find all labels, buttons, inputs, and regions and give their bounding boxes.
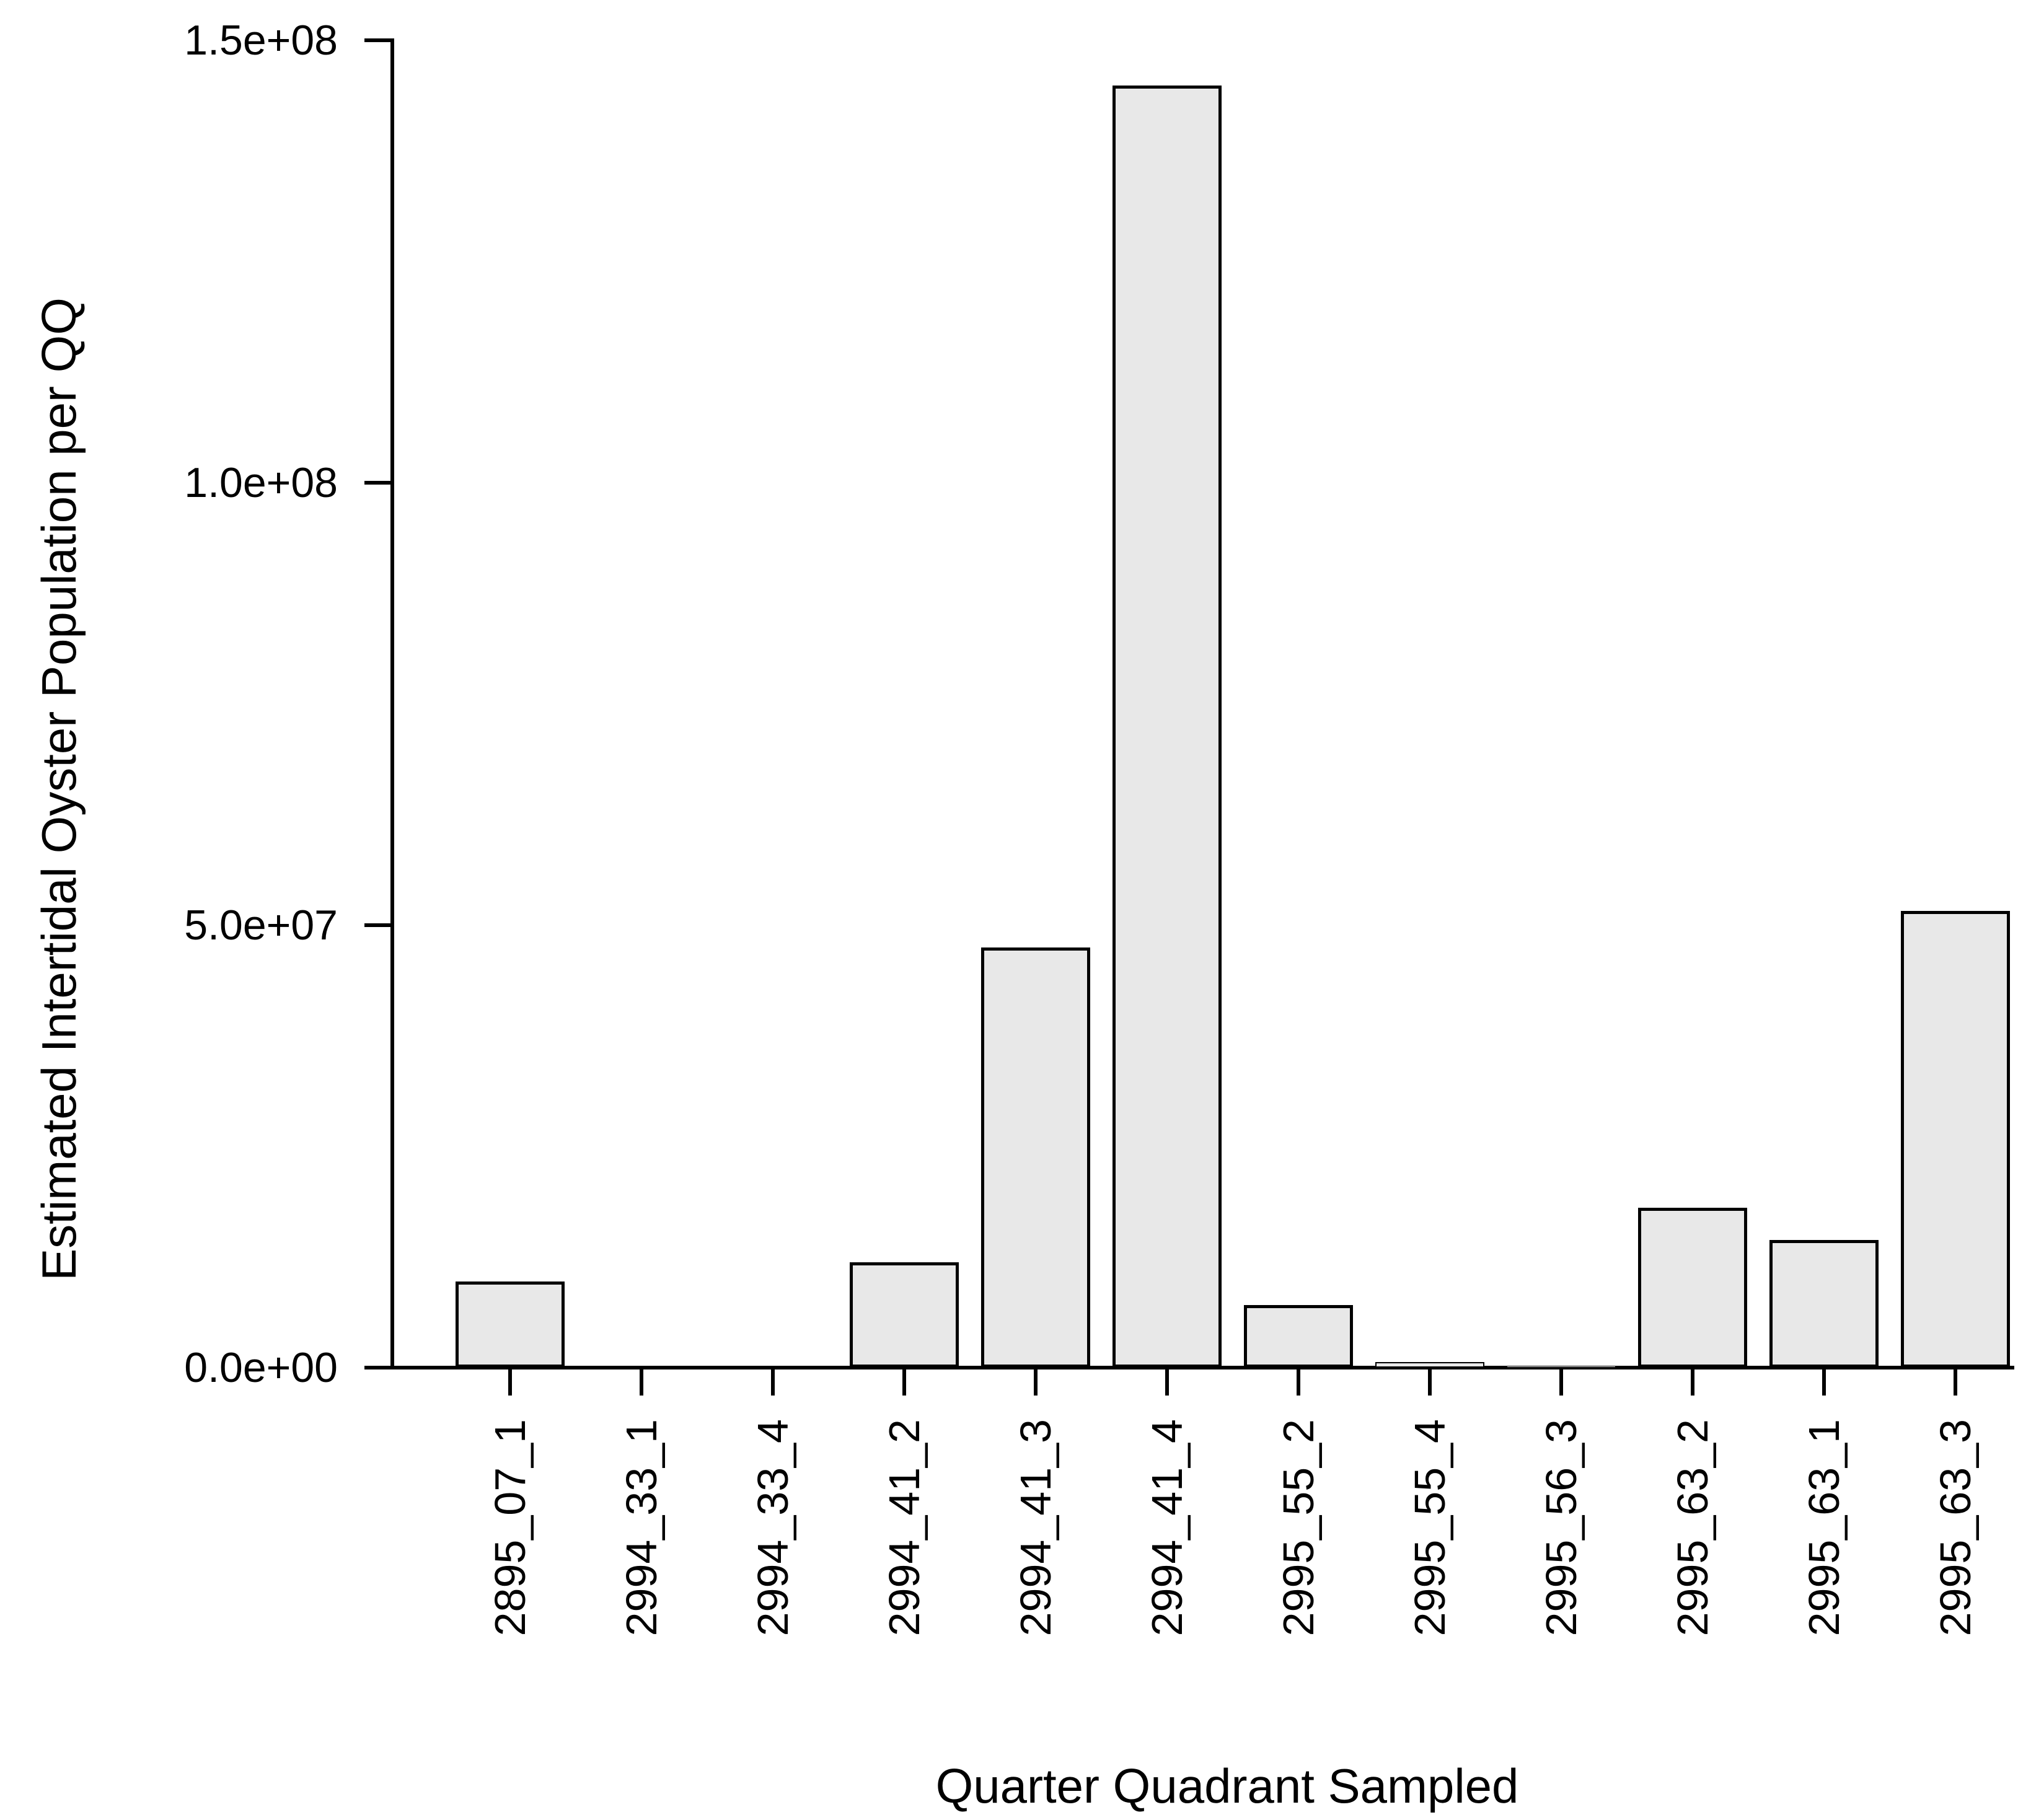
x-tick-label-text: 2994_33_4 <box>749 1419 797 1637</box>
x-axis-tick <box>1428 1368 1432 1396</box>
x-axis-tick <box>1691 1368 1694 1396</box>
x-axis-tick <box>1954 1368 1957 1396</box>
x-tick-label-text: 2995_55_4 <box>1406 1419 1454 1637</box>
x-tick-label-text: 2995_63_3 <box>1931 1419 1980 1637</box>
x-axis-tick <box>1034 1368 1038 1396</box>
x-tick-label-text: 2995_55_2 <box>1274 1419 1323 1637</box>
y-tick-label: 5.0e+07 <box>184 902 338 949</box>
x-tick-label: 2995_55_2 <box>1274 1419 1323 1639</box>
bar <box>1375 1362 1484 1368</box>
x-axis-tick <box>1297 1368 1300 1396</box>
x-tick-label-text: 2994_41_3 <box>1011 1419 1060 1637</box>
y-axis-tick <box>364 923 392 927</box>
x-tick-label-text: 2895_07_1 <box>486 1419 534 1637</box>
y-tick-label: 1.5e+08 <box>184 17 338 64</box>
y-tick-label: 1.0e+08 <box>184 459 338 506</box>
bar <box>1901 911 2010 1368</box>
x-tick-label: 2995_56_3 <box>1537 1419 1585 1639</box>
x-tick-label-text: 2995_63_1 <box>1800 1419 1848 1637</box>
bar <box>1113 85 1222 1368</box>
x-axis-tick <box>640 1368 643 1396</box>
y-axis-tick <box>364 481 392 485</box>
x-tick-label: 2895_07_1 <box>486 1419 534 1639</box>
x-axis-tick <box>771 1368 775 1396</box>
x-axis-title: Quarter Quadrant Sampled <box>935 1759 1519 1813</box>
y-axis-tick <box>364 1366 392 1369</box>
x-tick-label: 2995_63_2 <box>1668 1419 1717 1639</box>
x-axis-tick <box>1822 1368 1826 1396</box>
bar <box>1244 1304 1353 1368</box>
y-axis-tick <box>364 38 392 42</box>
x-axis-tick <box>1165 1368 1169 1396</box>
x-tick-label: 2994_33_1 <box>617 1419 666 1639</box>
x-tick-label-text: 2995_56_3 <box>1537 1419 1585 1637</box>
bar <box>850 1262 959 1368</box>
x-axis-tick <box>1559 1368 1563 1396</box>
x-tick-label: 2995_63_1 <box>1800 1419 1848 1639</box>
bar <box>1638 1207 1747 1368</box>
x-tick-label: 2994_41_4 <box>1143 1419 1191 1639</box>
bar <box>1507 1366 1616 1368</box>
x-tick-label-text: 2994_41_2 <box>880 1419 928 1637</box>
x-tick-label: 2994_41_3 <box>1011 1419 1060 1639</box>
x-tick-label: 2995_63_3 <box>1931 1419 1980 1639</box>
x-tick-label: 2994_33_4 <box>749 1419 797 1639</box>
x-axis-tick <box>508 1368 512 1396</box>
x-tick-label: 2995_55_4 <box>1406 1419 1454 1639</box>
y-axis-line <box>390 38 394 1369</box>
y-axis-title: Estimated Intertidal Oyster Population p… <box>32 297 86 1293</box>
x-tick-label-text: 2995_63_2 <box>1668 1419 1717 1637</box>
bar <box>981 947 1090 1368</box>
y-axis-title-text: Estimated Intertidal Oyster Population p… <box>32 297 86 1281</box>
x-axis-line <box>390 1366 2014 1369</box>
x-axis-tick <box>902 1368 906 1396</box>
y-tick-label: 0.0e+00 <box>184 1344 338 1391</box>
x-tick-label-text: 2994_41_4 <box>1143 1419 1191 1637</box>
x-tick-label: 2994_41_2 <box>880 1419 928 1639</box>
x-tick-label-text: 2994_33_1 <box>617 1419 666 1637</box>
bar <box>1769 1240 1879 1368</box>
bar <box>456 1281 565 1368</box>
